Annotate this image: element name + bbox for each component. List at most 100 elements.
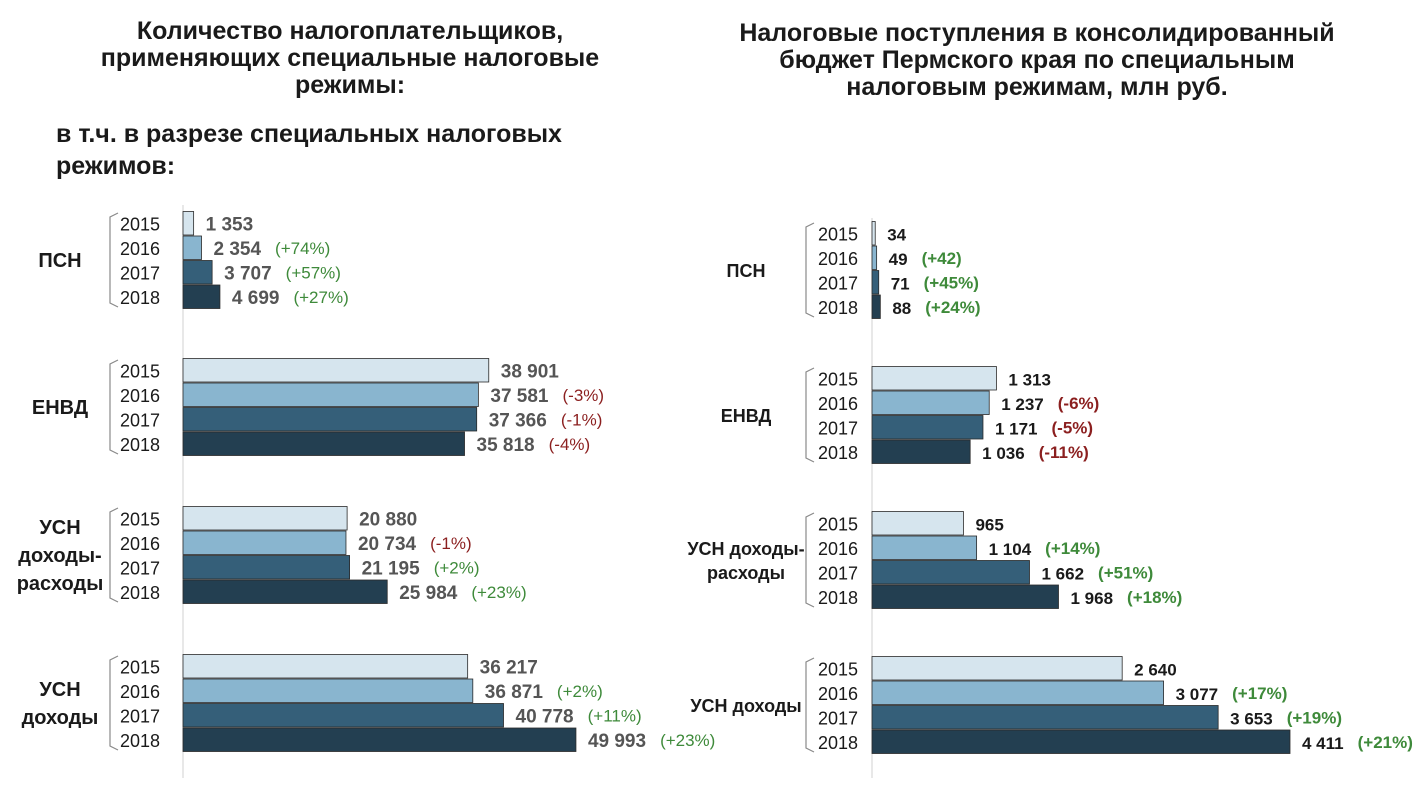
right-change-label: (+18%) xyxy=(1127,588,1182,607)
left-bar xyxy=(182,727,577,752)
left-value-label: 38 901 xyxy=(501,361,560,382)
left-year-bracket xyxy=(109,212,119,308)
left-value-label: 4 699 xyxy=(232,288,280,309)
right-year-label: 2017 xyxy=(818,563,858,583)
right-bar xyxy=(871,511,964,536)
right-year-bracket xyxy=(805,367,815,463)
right-year-label: 2016 xyxy=(818,539,858,559)
right-year-label: 2018 xyxy=(818,733,858,753)
right-value-label: 1 237 xyxy=(1001,395,1044,414)
left-change-label: (-1%) xyxy=(430,534,472,553)
right-year-label: 2016 xyxy=(818,249,858,269)
left-change-label: (+57%) xyxy=(286,263,341,282)
left-value-label: 20 880 xyxy=(359,509,417,530)
left-year-label: 2017 xyxy=(120,558,160,578)
left-year-label: 2015 xyxy=(120,657,160,677)
right-change-label: (+21%) xyxy=(1358,733,1413,752)
left-value-label: 49 993 xyxy=(588,731,646,752)
left-value-label: 3 707 xyxy=(224,263,272,284)
left-value-label: 35 818 xyxy=(477,435,535,456)
right-bar xyxy=(871,729,1291,754)
right-category-label: УСН доходы xyxy=(690,696,801,716)
left-change-label: (+23%) xyxy=(471,583,526,602)
right-change-label: (+42) xyxy=(922,249,962,268)
left-category-label: расходы xyxy=(17,573,104,595)
right-category-label: ПСН xyxy=(727,261,766,281)
right-change-label: (-11%) xyxy=(1039,443,1089,462)
left-value-label: 36 871 xyxy=(485,682,544,703)
right-value-label: 4 411 xyxy=(1302,734,1344,753)
left-year-label: 2018 xyxy=(120,731,160,751)
right-bar xyxy=(871,415,984,440)
left-value-label: 20 734 xyxy=(358,534,417,555)
left-value-label: 25 984 xyxy=(399,583,458,604)
right-value-label: 71 xyxy=(891,274,910,293)
left-year-label: 2015 xyxy=(120,509,160,529)
left-change-label: (+2%) xyxy=(434,558,480,577)
right-bar xyxy=(871,366,997,391)
right-value-label: 1 313 xyxy=(1008,370,1051,389)
left-value-label: 21 195 xyxy=(362,558,421,579)
right-year-label: 2017 xyxy=(818,418,858,438)
right-year-label: 2015 xyxy=(818,224,858,244)
left-bar xyxy=(182,431,465,456)
left-bar xyxy=(182,382,479,407)
left-change-label: (-3%) xyxy=(563,386,605,405)
left-year-label: 2015 xyxy=(120,214,160,234)
right-year-label: 2018 xyxy=(818,298,858,318)
right-year-label: 2018 xyxy=(818,588,858,608)
left-year-label: 2016 xyxy=(120,534,160,554)
right-year-label: 2017 xyxy=(818,273,858,293)
left-change-label: (-4%) xyxy=(549,435,591,454)
right-value-label: 1 036 xyxy=(982,444,1025,463)
right-bar xyxy=(871,390,990,415)
left-bar xyxy=(182,284,221,309)
right-bar xyxy=(871,245,878,270)
left-bar xyxy=(182,235,202,260)
right-year-label: 2017 xyxy=(818,708,858,728)
right-bar xyxy=(871,656,1123,681)
right-change-label: (+14%) xyxy=(1045,539,1100,558)
right-value-label: 88 xyxy=(892,299,911,318)
right-year-bracket xyxy=(805,222,815,318)
left-change-label: (+2%) xyxy=(557,682,603,701)
left-bar xyxy=(182,358,490,383)
right-bar xyxy=(871,680,1164,705)
right-value-label: 3 077 xyxy=(1176,685,1219,704)
right-change-label: (-6%) xyxy=(1058,394,1100,413)
right-change-label: (+51%) xyxy=(1098,563,1153,582)
right-value-label: 965 xyxy=(975,515,1003,534)
right-bar xyxy=(871,584,1059,609)
left-year-label: 2017 xyxy=(120,263,160,283)
left-category-label: УСН xyxy=(39,679,80,701)
left-value-label: 37 366 xyxy=(489,410,547,431)
right-bar xyxy=(871,270,880,295)
left-year-label: 2017 xyxy=(120,706,160,726)
left-category-label: доходы- xyxy=(18,545,101,567)
right-change-label: (+17%) xyxy=(1232,684,1287,703)
right-category-label: ЕНВД xyxy=(721,406,772,426)
right-change-label: (+24%) xyxy=(925,298,980,317)
right-value-label: 3 653 xyxy=(1230,709,1273,728)
left-year-label: 2016 xyxy=(120,682,160,702)
left-year-label: 2017 xyxy=(120,410,160,430)
right-bar xyxy=(871,705,1219,730)
left-category-label: доходы xyxy=(22,707,99,729)
right-year-bracket xyxy=(805,512,815,608)
right-year-label: 2016 xyxy=(818,394,858,414)
right-change-label: (-5%) xyxy=(1052,418,1094,437)
left-change-label: (+11%) xyxy=(588,706,642,725)
left-year-bracket xyxy=(109,507,119,603)
left-year-label: 2016 xyxy=(120,386,160,406)
right-year-label: 2016 xyxy=(818,684,858,704)
left-year-label: 2018 xyxy=(120,435,160,455)
left-bar xyxy=(182,555,350,580)
right-value-label: 1 968 xyxy=(1070,589,1113,608)
right-bar xyxy=(871,560,1030,585)
right-value-label: 1 104 xyxy=(989,540,1032,559)
left-value-label: 2 354 xyxy=(214,239,262,260)
right-chart-title: Налоговые поступления в консолидированны… xyxy=(739,19,1335,101)
left-year-label: 2018 xyxy=(120,583,160,603)
left-bar xyxy=(182,703,504,728)
